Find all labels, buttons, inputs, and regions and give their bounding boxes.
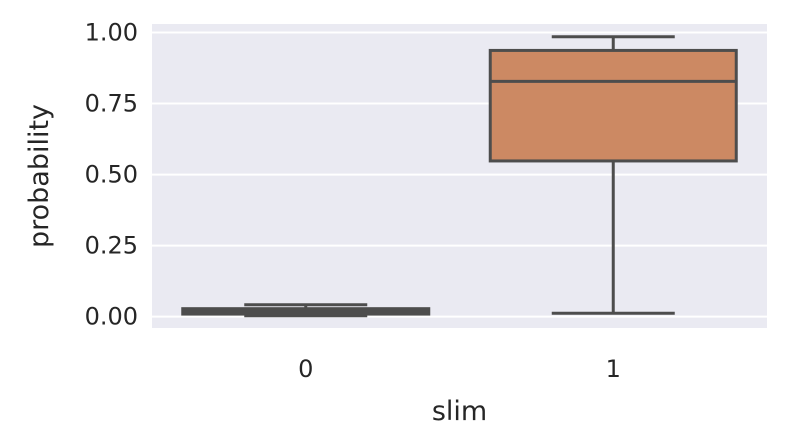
y-tick-labels: 0.00 0.25 0.50 0.75 1.00 [85,19,138,331]
y-tick-label: 0.00 [85,303,138,331]
x-axis-label: slim [432,396,487,427]
x-tick-label: 1 [606,355,621,383]
box-group [181,303,431,318]
y-tick-label: 0.75 [85,90,138,118]
y-tick-label: 1.00 [85,19,138,47]
y-tick-label: 0.25 [85,232,138,260]
y-tick-label: 0.50 [85,161,138,189]
boxes [181,35,738,318]
x-tick-label: 0 [298,355,313,383]
box-group [488,35,738,315]
y-axis-label: probability [24,104,55,248]
box-iqr [488,48,738,163]
